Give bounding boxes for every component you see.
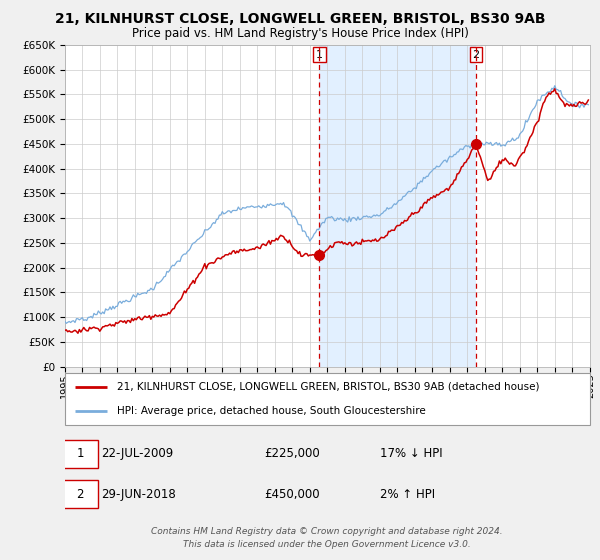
Text: HPI: Average price, detached house, South Gloucestershire: HPI: Average price, detached house, Sout… [118, 406, 426, 416]
Text: 21, KILNHURST CLOSE, LONGWELL GREEN, BRISTOL, BS30 9AB (detached house): 21, KILNHURST CLOSE, LONGWELL GREEN, BRI… [118, 382, 540, 392]
Text: £225,000: £225,000 [265, 447, 320, 460]
FancyBboxPatch shape [62, 440, 98, 468]
Text: 29-JUN-2018: 29-JUN-2018 [101, 488, 176, 501]
Bar [319, 45, 476, 367]
Text: 2: 2 [76, 488, 84, 501]
Text: Price paid vs. HM Land Registry's House Price Index (HPI): Price paid vs. HM Land Registry's House … [131, 27, 469, 40]
FancyBboxPatch shape [65, 374, 590, 424]
Text: £450,000: £450,000 [265, 488, 320, 501]
Text: 1: 1 [316, 50, 323, 59]
Text: 2% ↑ HPI: 2% ↑ HPI [380, 488, 435, 501]
Text: 17% ↓ HPI: 17% ↓ HPI [380, 447, 442, 460]
Text: Contains HM Land Registry data © Crown copyright and database right 2024.
This d: Contains HM Land Registry data © Crown c… [151, 527, 503, 549]
Text: 21, KILNHURST CLOSE, LONGWELL GREEN, BRISTOL, BS30 9AB: 21, KILNHURST CLOSE, LONGWELL GREEN, BRI… [55, 12, 545, 26]
FancyBboxPatch shape [62, 480, 98, 508]
Text: 2: 2 [472, 50, 479, 59]
Text: 22-JUL-2009: 22-JUL-2009 [101, 447, 174, 460]
Text: 1: 1 [76, 447, 84, 460]
